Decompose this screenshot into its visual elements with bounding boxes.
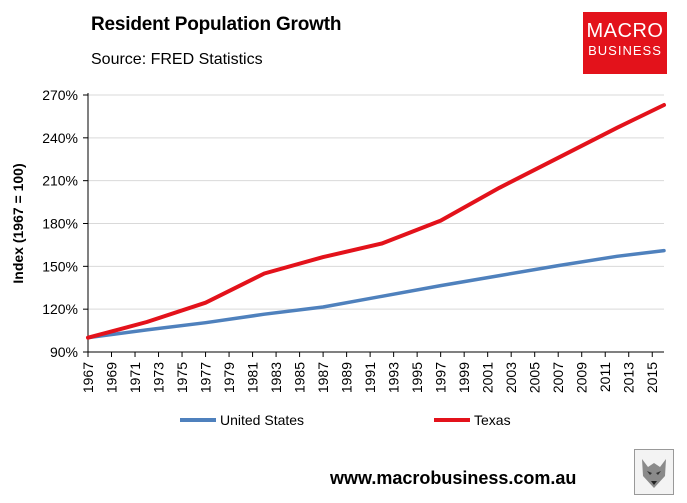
macrobusiness-logo: MACRO BUSINESS: [583, 12, 667, 74]
series-line-texas: [86, 103, 666, 340]
x-tick-label: 2015: [644, 362, 660, 393]
x-tick-label: 1973: [151, 362, 167, 393]
x-tick-label: 1987: [315, 362, 331, 393]
legend-label: United States: [220, 412, 304, 428]
x-tick-label: 2003: [503, 362, 519, 393]
chart-title: Resident Population Growth: [91, 14, 342, 35]
x-tick-label: 2005: [527, 362, 543, 393]
x-tick-label: 1967: [80, 362, 96, 393]
legend-label: Texas: [474, 412, 511, 428]
y-axis-title: Index (1967 = 100): [10, 163, 26, 283]
x-tick-label: 2007: [550, 362, 566, 393]
x-tick-label: 1989: [339, 362, 355, 393]
x-tick-label: 1985: [292, 362, 308, 393]
x-tick-label: 2001: [480, 362, 496, 393]
y-tick-label: 150%: [42, 258, 78, 274]
y-tick-label: 210%: [42, 173, 78, 189]
x-tick-label: 1997: [433, 362, 449, 393]
wolf-logo-icon: [634, 449, 674, 495]
x-tick-label: 1975: [174, 362, 190, 393]
x-tick-label: 2009: [574, 362, 590, 393]
x-tick-label: 1969: [104, 362, 120, 393]
x-tick-label: 2011: [597, 362, 613, 392]
x-tick-label: 1991: [362, 362, 378, 393]
y-tick-label: 180%: [42, 216, 78, 232]
footer-url: www.macrobusiness.com.au: [330, 468, 577, 488]
x-tick-label: 1981: [245, 362, 261, 393]
y-tick-label: 120%: [42, 301, 78, 317]
x-tick-label: 1971: [127, 362, 143, 393]
x-tick-label: 2013: [621, 362, 637, 393]
y-tick-label: 90%: [50, 344, 78, 360]
chart-subtitle: Source: FRED Statistics: [91, 51, 263, 68]
x-tick-label: 1977: [198, 362, 214, 393]
x-tick-label: 1995: [409, 362, 425, 393]
y-tick-label: 270%: [42, 87, 78, 103]
series-line-united-states: [86, 248, 666, 340]
x-tick-label: 1983: [268, 362, 284, 393]
x-tick-label: 1999: [456, 362, 472, 393]
x-tick-label: 1979: [221, 362, 237, 393]
logo-line-1: MACRO: [586, 20, 664, 42]
y-tick-label: 240%: [42, 130, 78, 146]
logo-line-2: BUSINESS: [588, 43, 662, 58]
x-tick-label: 1993: [386, 362, 402, 393]
